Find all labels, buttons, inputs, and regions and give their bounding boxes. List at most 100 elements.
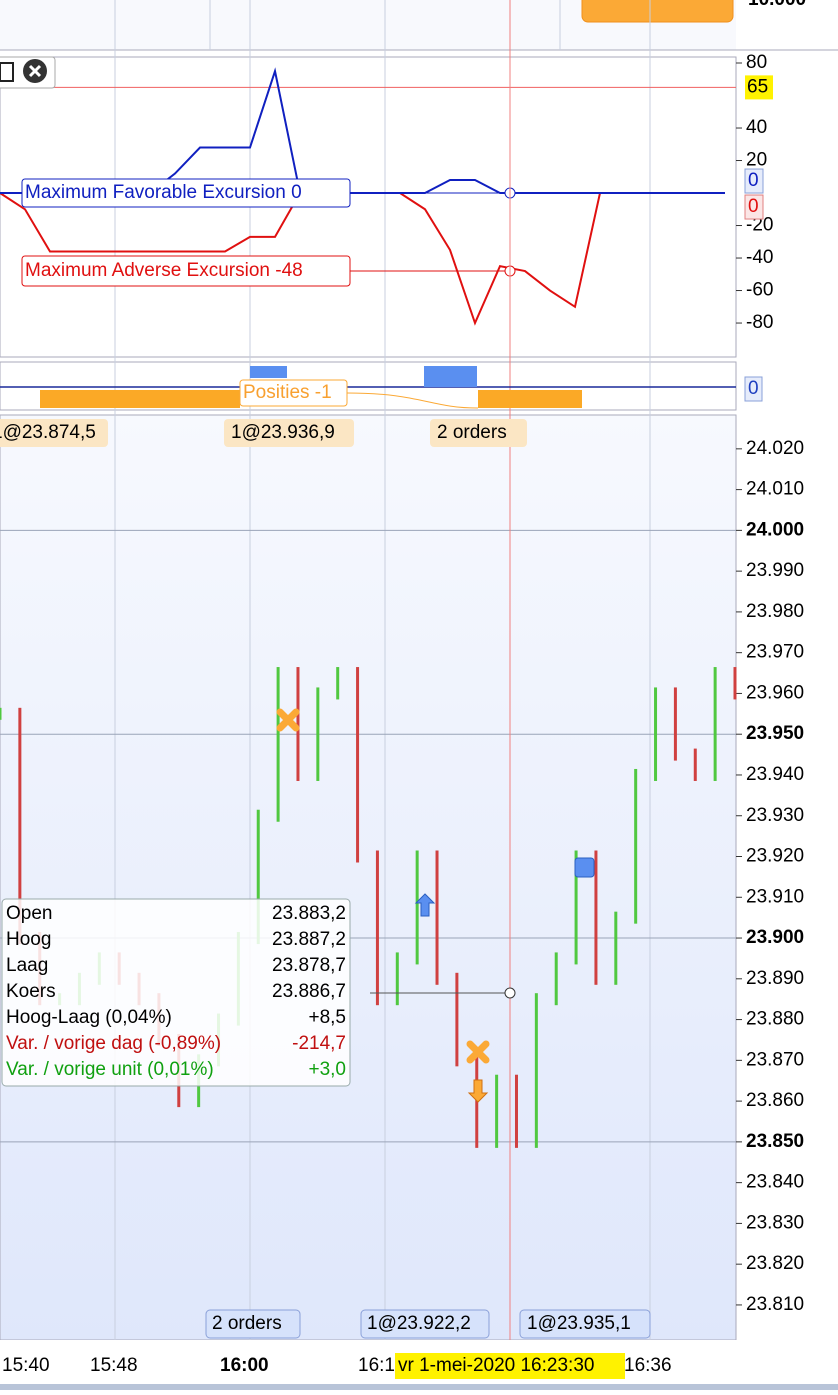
candle xyxy=(415,850,419,965)
order-label: 2 orders xyxy=(437,422,507,443)
y-tick-label: 23.950 xyxy=(746,723,804,744)
candle xyxy=(495,1074,499,1148)
candle xyxy=(574,850,578,965)
badge xyxy=(744,376,763,402)
tooltip-key: Hoog-Laag (0,04%) xyxy=(6,1007,172,1028)
mfe-box xyxy=(21,178,351,208)
exit-marker xyxy=(276,708,300,732)
y-tick-label: 23.960 xyxy=(746,682,804,703)
badge xyxy=(745,75,773,100)
tooltip-value: 23.887,2 xyxy=(272,929,346,950)
y-tick-label: 23.990 xyxy=(746,560,804,581)
candle xyxy=(614,911,618,985)
y-tick-label: 24.010 xyxy=(746,479,804,500)
window-icon[interactable] xyxy=(0,62,14,82)
y-tick-label: 23.910 xyxy=(746,886,804,907)
tooltip-key: Koers xyxy=(6,981,56,1002)
status-strip xyxy=(0,1384,838,1390)
y-tick-label: -80 xyxy=(746,312,773,333)
mfe-badge: 0 xyxy=(748,170,759,191)
order-block xyxy=(250,366,287,378)
candle xyxy=(336,667,340,700)
mae-badge: 0 xyxy=(748,196,759,217)
x-tick-label: 16:36 xyxy=(624,1355,672,1376)
cursor-badge xyxy=(395,1353,625,1379)
y-tick-label: 23.920 xyxy=(746,846,804,867)
y-tick-label: 23.870 xyxy=(746,1049,804,1070)
v-grid xyxy=(114,0,651,1340)
order-box xyxy=(224,419,354,447)
tooltip-key: Var. / vorige dag (-0,89%) xyxy=(6,1033,221,1054)
mae-box xyxy=(21,255,351,287)
candle xyxy=(554,952,558,1006)
positions-label-box xyxy=(239,379,348,407)
order-marker xyxy=(574,857,595,878)
y-tick-label: 23.820 xyxy=(746,1253,804,1274)
buy-arrow xyxy=(414,893,436,917)
candle xyxy=(356,667,360,863)
y-tick-label: 23.930 xyxy=(746,805,804,826)
cursor-dot xyxy=(504,987,516,999)
y-tick-label: 23.970 xyxy=(746,642,804,663)
close-icon xyxy=(28,64,42,78)
y-tick-label: 40 xyxy=(746,117,767,138)
order-label: 1@23.874,5 xyxy=(0,422,96,443)
y-tick-label: 23.850 xyxy=(746,1131,804,1152)
order-box xyxy=(430,419,527,447)
exit-marker xyxy=(466,1040,490,1064)
y-tick-label: -40 xyxy=(746,247,773,268)
top-axis-label: 10.000 xyxy=(748,0,806,10)
order-box xyxy=(360,1309,490,1339)
order-block xyxy=(424,366,477,387)
candle xyxy=(534,993,538,1148)
candle xyxy=(594,850,598,985)
candle xyxy=(316,687,320,781)
candle xyxy=(395,952,399,1006)
y-tick-label: 23.810 xyxy=(746,1294,804,1315)
candle xyxy=(256,809,260,945)
cursor-time: vr 1-mei-2020 16:23:30 xyxy=(398,1355,594,1376)
order-box xyxy=(519,1309,651,1339)
y-tick-label: 23.890 xyxy=(746,968,804,989)
tooltip-key: Open xyxy=(6,903,52,924)
x-tick-label: 16:1 xyxy=(358,1355,395,1376)
candle xyxy=(435,850,439,985)
candle xyxy=(733,667,737,700)
candle xyxy=(276,667,280,822)
candle xyxy=(634,768,638,924)
orders-bottom: 2 orders 1@23.922,2 1@23.935,1 xyxy=(205,1309,651,1339)
x-tick-label: 15:48 xyxy=(90,1355,138,1376)
tooltip-key: Hoog xyxy=(6,929,51,950)
positions-label: Posities -1 xyxy=(243,382,332,403)
price-panel xyxy=(0,414,737,1341)
order-box xyxy=(205,1309,301,1339)
order-label: 1@23.936,9 xyxy=(231,422,335,443)
tooltip xyxy=(1,898,351,1087)
tooltip-value: 23.883,2 xyxy=(272,903,346,924)
sell-arrow xyxy=(467,1079,489,1103)
candle xyxy=(693,748,697,781)
mae-label: Maximum Adverse Excursion -48 xyxy=(25,260,303,281)
candle xyxy=(296,667,300,781)
y-tick-label: 23.940 xyxy=(746,764,804,785)
position-bar xyxy=(40,390,240,408)
price-layer: 24.020 24.010 24.000 23.990 23.980 23.970 23.9… xyxy=(0,438,804,1315)
x-tick-label: 16:00 xyxy=(220,1355,269,1376)
badge xyxy=(744,194,764,220)
tooltip-value: 23.878,7 xyxy=(272,955,346,976)
candle xyxy=(514,1074,518,1148)
x-tick-label: 15:40 xyxy=(2,1355,50,1376)
y-tick-label: 23.980 xyxy=(746,601,804,622)
candle xyxy=(0,707,2,720)
indicator-layer: 80 40 20 -20 -40 -60 -80 65 Maximum Favorable Ex… xyxy=(0,52,773,333)
y-tick-label: -20 xyxy=(746,215,773,236)
tooltip-value: +3,0 xyxy=(308,1059,346,1080)
tooltip-value: 23.886,7 xyxy=(272,981,346,1002)
y-tick-label: 23.830 xyxy=(746,1212,804,1233)
tooltip-key: Laag xyxy=(6,955,48,976)
y-tick-label: 23.860 xyxy=(746,1090,804,1111)
candle xyxy=(654,687,658,781)
mfe-label: Maximum Favorable Excursion 0 xyxy=(25,182,302,203)
y-tick-label: 24.020 xyxy=(746,438,804,459)
